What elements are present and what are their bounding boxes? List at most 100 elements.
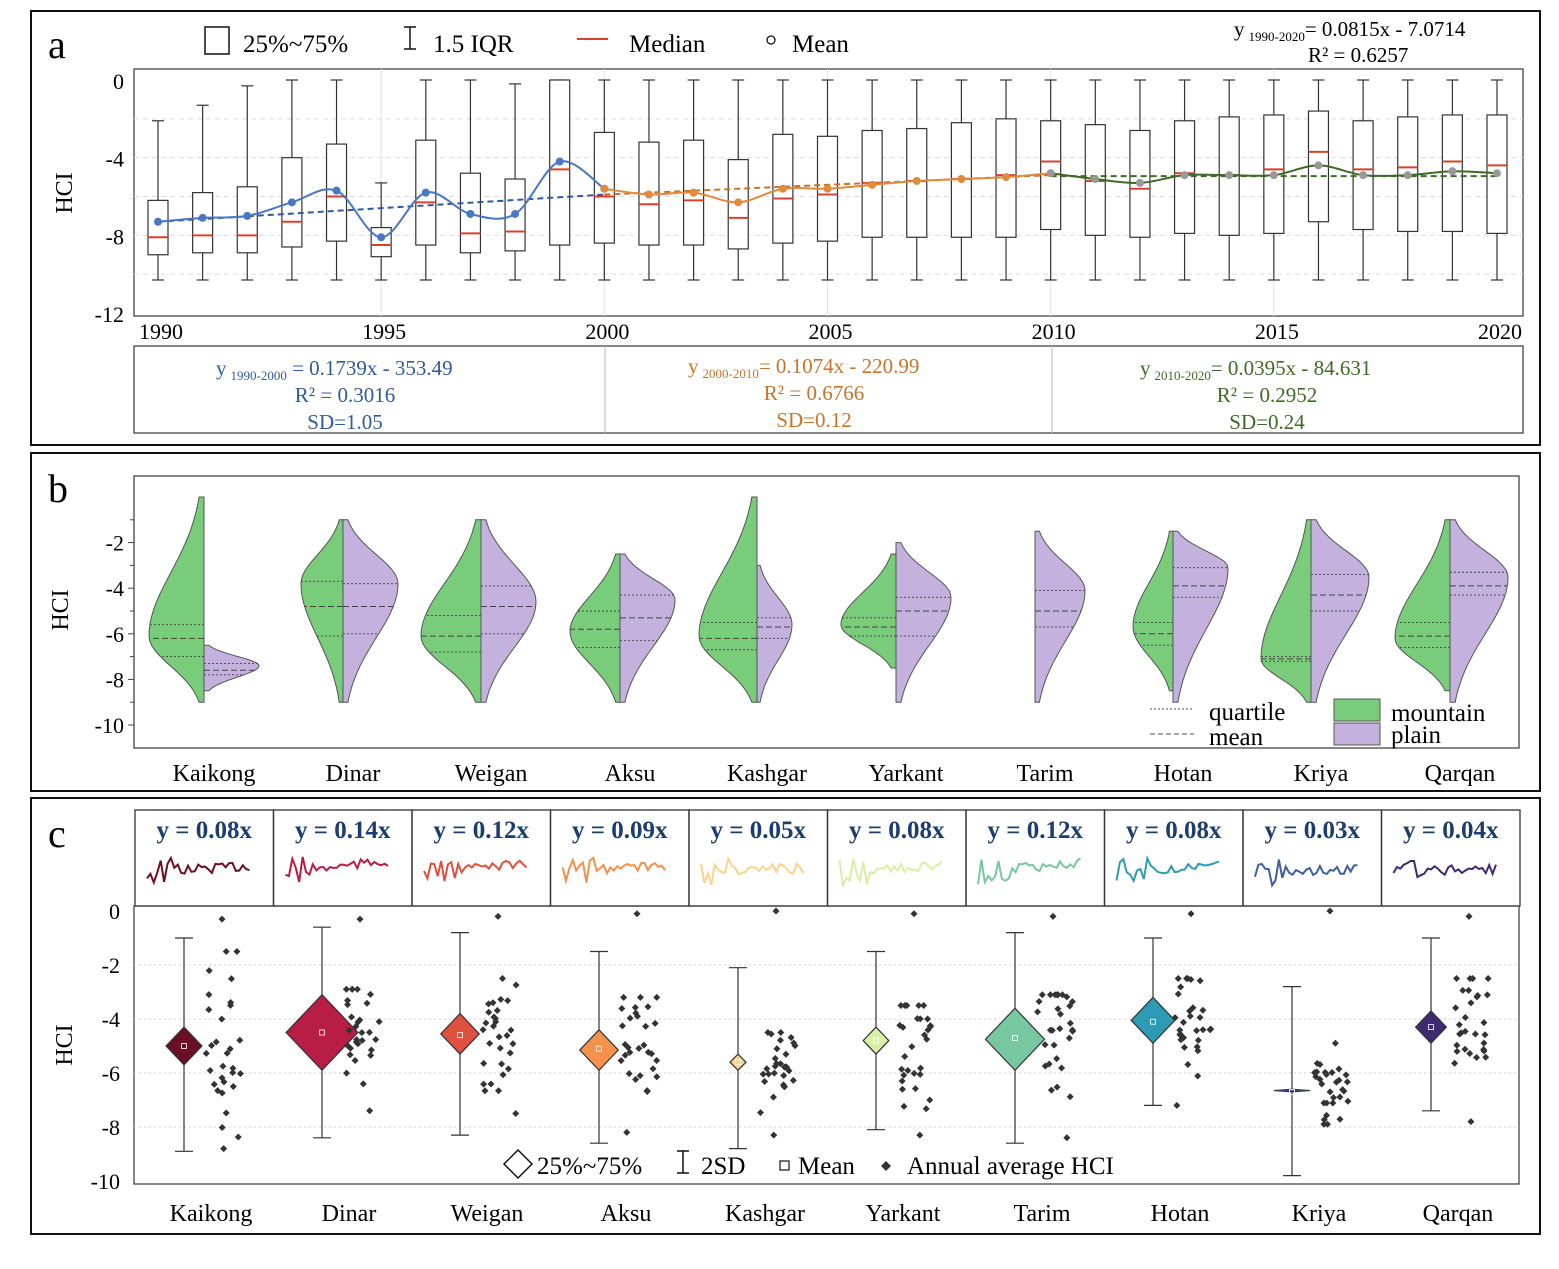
x-tick-label: Qarqan [1423,1201,1494,1227]
annual-point [898,1085,906,1093]
diamond-box [862,1026,890,1055]
annual-point [1343,1078,1351,1086]
annual-point [1329,1099,1337,1107]
x-tick-label: 2010 [1032,319,1076,344]
annual-point [218,1015,226,1023]
annual-point [1316,1061,1324,1069]
panel-c-trend-cells: y = 0.08x y = 0.14x y = 0.12x y = 0.09x y = … [134,809,1521,907]
annual-point [632,1075,640,1083]
annual-point [1483,991,1491,999]
annual-point [1452,1004,1460,1012]
annual-point [1482,1053,1490,1061]
annual-point [344,997,352,1005]
plain-violin [619,553,676,703]
annual-point [908,1043,916,1051]
annual-point [1465,912,1473,920]
annual-point [222,1109,230,1117]
trend-cell-equation: y = 0.04x [1403,817,1499,844]
legend-diamond-icon [502,1148,534,1180]
y-tick-label: -6 [106,622,124,647]
annual-point [1194,1047,1202,1055]
annual-point [633,910,641,918]
annual-point [346,1051,354,1059]
mean-marker [1150,1018,1156,1025]
annual-point [900,1102,908,1110]
annual-point [220,1145,228,1153]
panel-b-label: b [48,466,68,511]
mean-dot [555,157,564,166]
diamond-box [285,993,359,1072]
annual-point [1050,1041,1058,1049]
annual-point [1053,1083,1061,1091]
annual-point [1049,912,1057,920]
annual-point [234,1133,242,1141]
annual-point [206,1066,214,1074]
legend-annual-label: Annual average HCI [907,1153,1114,1180]
y-tick-label: -8 [102,1115,120,1140]
annual-point [653,993,661,1001]
annual-point [648,1050,656,1058]
annual-point [770,1131,778,1139]
mean-marker [319,1029,325,1036]
panel-a-frame [30,10,1541,446]
annual-point [372,1036,380,1044]
annual-point [1051,991,1059,999]
annual-point [618,1005,626,1013]
annual-point [219,1062,227,1070]
x-tick-label: Kashgar [725,1201,805,1227]
annual-point [352,1038,360,1046]
plain-violin [895,542,952,703]
y-tick-label: -12 [95,302,124,327]
trend-sparkline [146,855,250,886]
annual-point [653,1056,661,1064]
annual-point [1318,1080,1326,1088]
annual-point [1484,975,1492,982]
panel-b-violins [148,496,1509,703]
mean-dot [1493,169,1501,178]
annual-point [1180,1043,1188,1051]
trend-sparkline [1392,860,1497,879]
annual-point [1467,999,1475,1007]
annual-point [366,990,374,998]
x-tick-label: 1990 [139,319,183,344]
mean-dot [1180,171,1189,180]
annual-point [617,1057,625,1065]
annual-point [625,1070,633,1078]
annual-point [1453,975,1461,982]
annual-point [495,1033,503,1041]
annual-point [498,975,506,982]
annual-point [789,1076,797,1084]
panel-c-legend: 25%~75% 2SD Mean Annual average HCI [502,1148,1114,1180]
mean-marker [457,1032,463,1039]
annual-point [769,1093,777,1101]
legend-mountain-swatch [1333,698,1381,722]
mean-dot [644,190,653,199]
legend-plain-label: plain [1391,722,1441,749]
plain-violin [1172,530,1229,703]
y-tick-label: -4 [102,1007,120,1032]
legend-annual-icon [881,1161,891,1171]
plain-violin [756,564,793,703]
annual-point [486,1039,494,1047]
annual-point [212,1038,220,1046]
panel-a: a 25%~75% 1.5 IQR Median Mean y 1990-2020… [30,10,1541,446]
x-tick-label: Kashgar [727,761,807,787]
annual-point [353,985,361,993]
panel-a-plot-frame [133,68,1524,317]
annual-point [910,1069,918,1077]
annual-point [777,1060,785,1068]
y-tick-label: -2 [102,953,120,978]
annual-point [1332,1078,1340,1086]
x-tick-label: Tarim [1014,1201,1071,1227]
diamond-box [984,1007,1046,1072]
annual-point [490,1013,498,1021]
annual-point [916,1070,924,1078]
legend-mean-label: mean [1209,724,1264,751]
panel-b-y-ticks: -2 -4 -6 -8 -10 [95,519,134,738]
mean-dot [734,198,743,207]
annual-point [229,1083,237,1091]
annual-point [763,1065,771,1073]
panel-c-plot-frame [133,905,1520,1185]
panel-b-frame [30,452,1541,792]
